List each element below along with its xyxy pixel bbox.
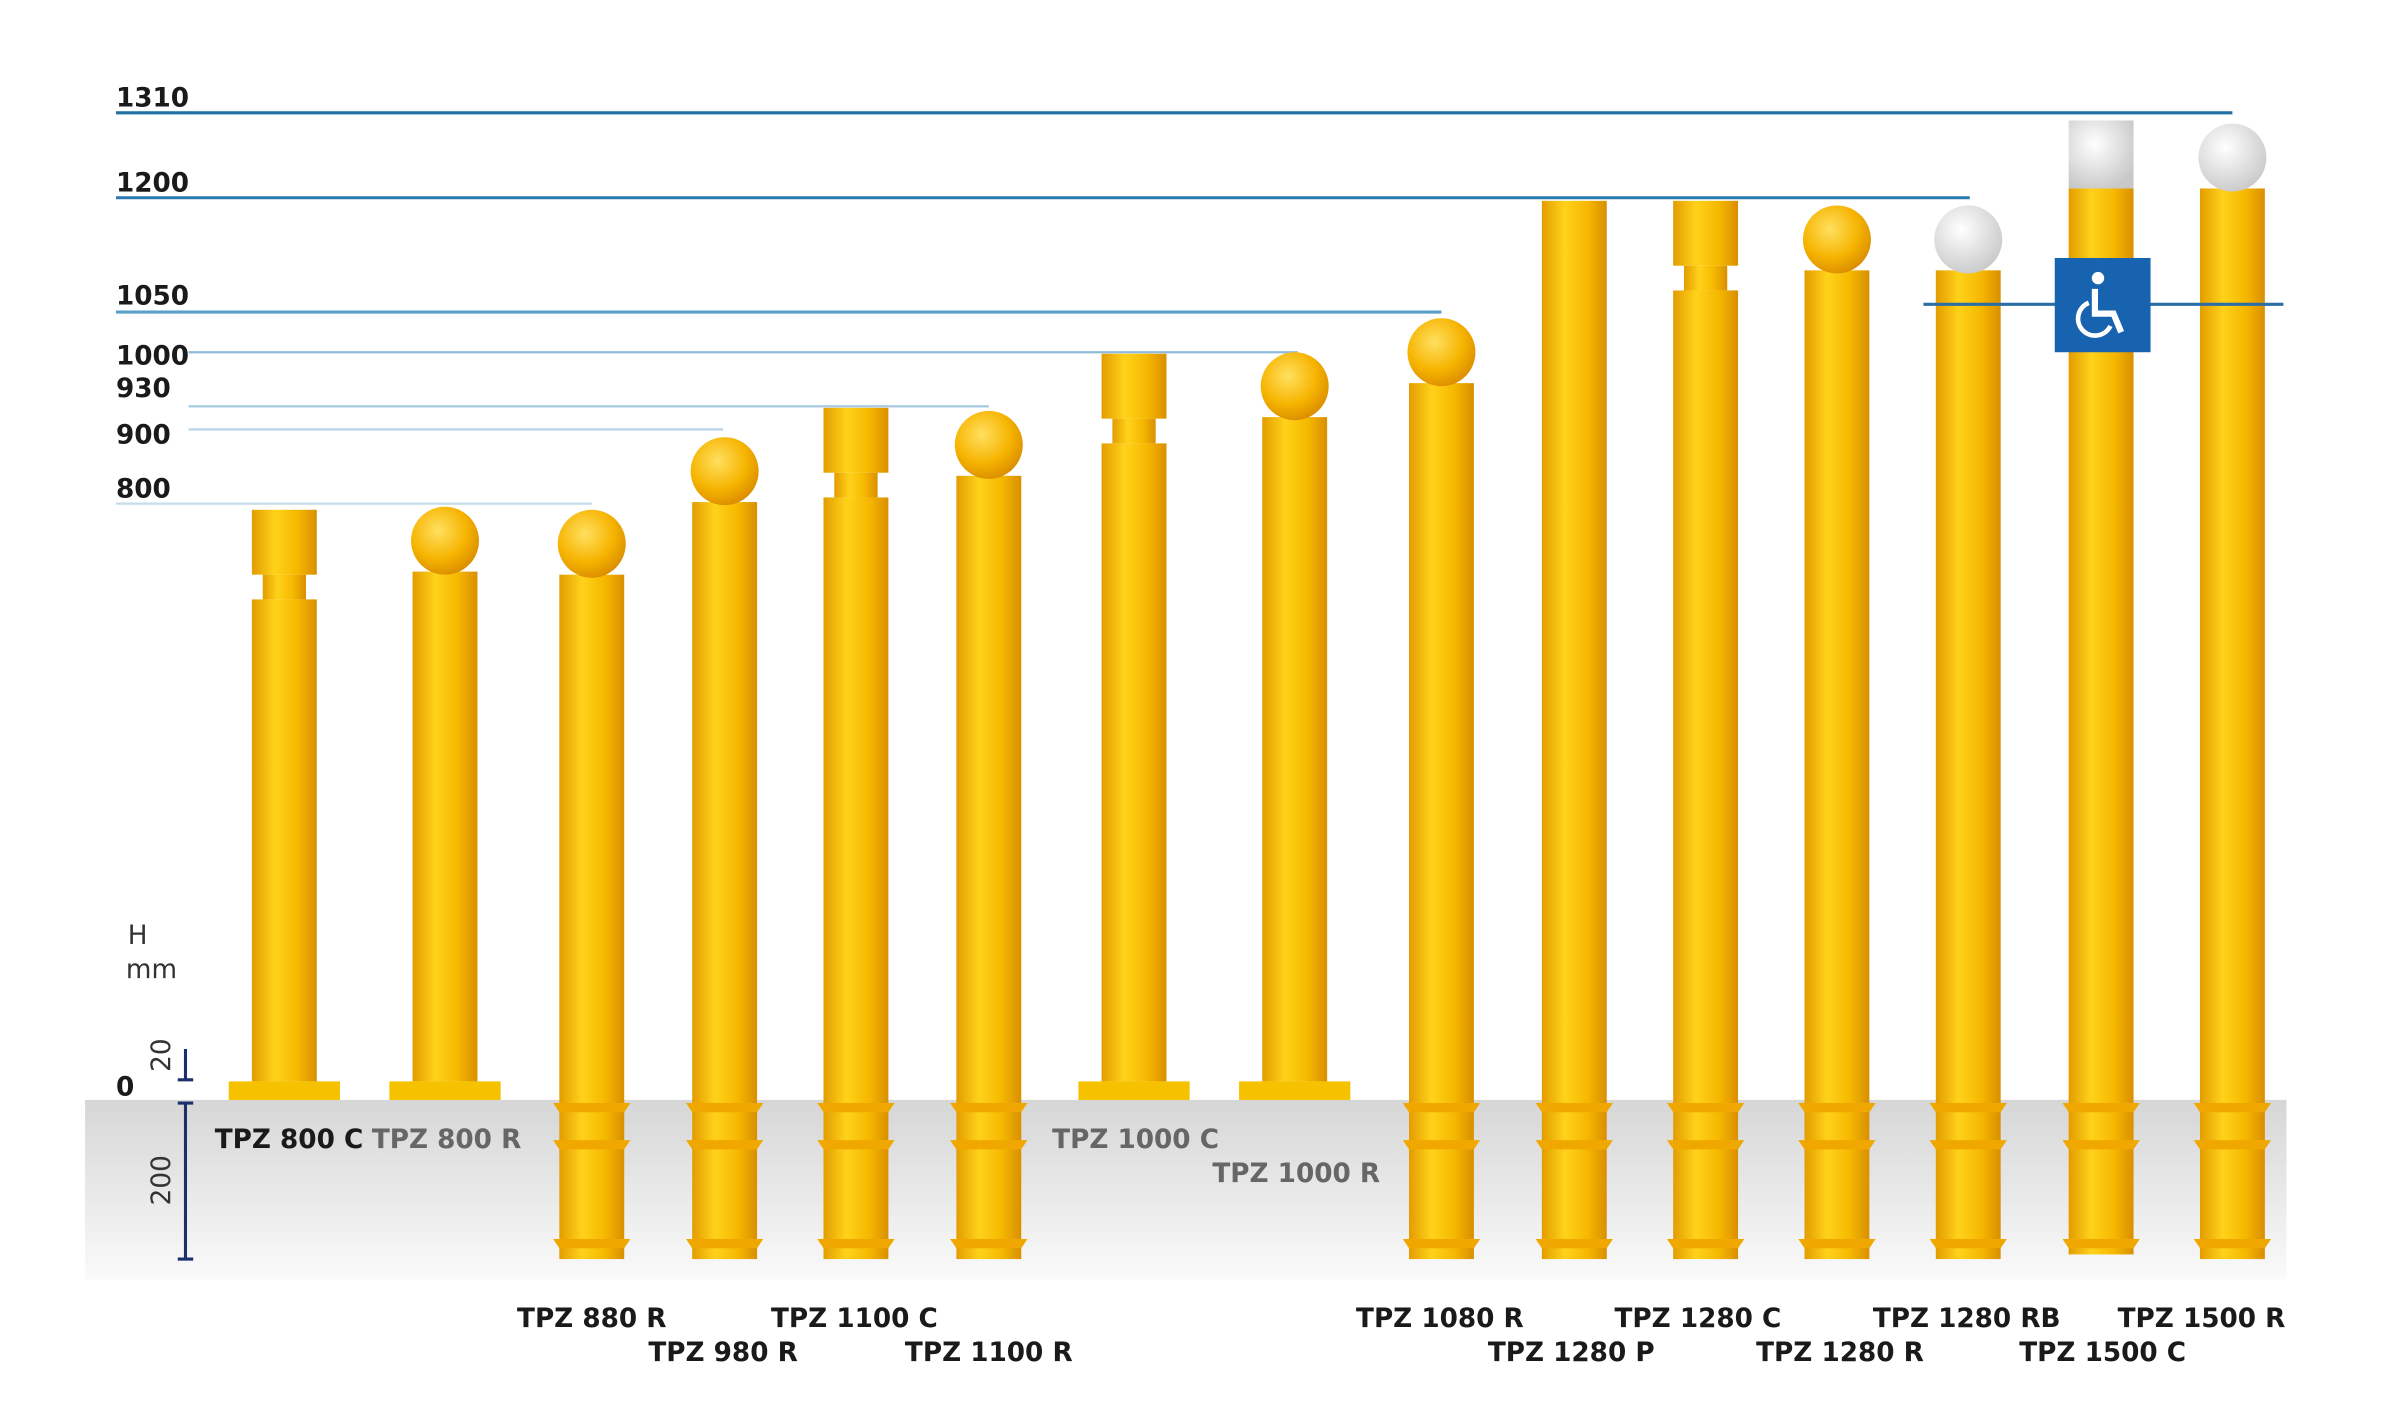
anchor-fin <box>1402 1140 1481 1150</box>
level-label: 1310 <box>116 84 189 114</box>
bollard-ball <box>690 437 759 506</box>
product-label: TPZ 1080 R <box>1356 1304 1524 1334</box>
base-plate <box>1239 1081 1351 1100</box>
bollard-body <box>2068 188 2134 1255</box>
bollard-body <box>1673 200 1739 1260</box>
anchor-fin <box>817 1140 895 1150</box>
anchor-fin <box>817 1238 895 1249</box>
product-label: TPZ 1500 C <box>2019 1338 2186 1368</box>
product-label: TPZ 1000 R <box>1212 1159 1380 1189</box>
level-label: 930 <box>116 374 171 404</box>
bollard-body <box>1262 417 1328 1082</box>
bollard-ball <box>954 410 1023 479</box>
anchor-fin <box>2193 1140 2272 1150</box>
bollard-body <box>412 571 478 1082</box>
bollard-ball <box>1407 318 1476 387</box>
plate-dim: 20 <box>147 1038 177 1071</box>
bollard-cap <box>2068 120 2134 189</box>
bollard-body <box>1409 383 1474 1260</box>
ground <box>85 1099 2287 1280</box>
anchor-fin <box>553 1238 631 1249</box>
bollard-body <box>1101 353 1167 1082</box>
anchor-fin <box>1666 1238 1745 1249</box>
anchor-fin <box>1402 1238 1481 1249</box>
anchor-fin <box>686 1103 764 1113</box>
base-plate <box>389 1081 501 1100</box>
base-plate <box>228 1081 340 1100</box>
bollard-ball <box>411 506 480 575</box>
anchor-fin <box>1535 1238 1613 1249</box>
dim-unit: mm <box>126 955 177 985</box>
level-label: 800 <box>116 474 171 504</box>
anchor-fin <box>553 1140 631 1150</box>
base-plate <box>1078 1081 1190 1100</box>
bollard-notch-core <box>262 574 306 600</box>
wheelchair-icon <box>2054 257 2151 353</box>
product-label: TPZ 1000 C <box>1052 1125 1219 1155</box>
bollard-notch-core <box>1112 418 1156 444</box>
level-label: 1050 <box>116 281 189 311</box>
bollard-body <box>1804 270 1870 1260</box>
product-label: TPZ 1500 R <box>2118 1304 2286 1334</box>
anchor-fin <box>1929 1140 2007 1150</box>
product-label: TPZ 1280 R <box>1756 1338 1924 1368</box>
anchor-fin <box>1666 1103 1745 1113</box>
level-label: 1000 <box>116 342 189 372</box>
bollard-ball <box>1260 352 1329 421</box>
product-label: TPZ 1280 C <box>1615 1304 1782 1334</box>
depth-dim: 200 <box>147 1155 177 1205</box>
bollard-body <box>559 574 625 1260</box>
bollard-body <box>692 502 758 1260</box>
bollard-body <box>823 407 889 1260</box>
anchor-fin <box>1929 1103 2007 1113</box>
anchor-fin <box>1402 1103 1481 1113</box>
anchor-fin <box>1666 1140 1745 1150</box>
anchor-fin <box>1798 1103 1876 1113</box>
product-label: TPZ 1280 P <box>1488 1338 1655 1368</box>
anchor-fin <box>2193 1103 2272 1113</box>
product-label: TPZ 880 R <box>517 1304 666 1334</box>
level-label: 0 <box>116 1072 134 1102</box>
anchor-fin <box>686 1238 764 1249</box>
bollard-notch-core <box>834 472 878 498</box>
bollard-notch-core <box>1683 265 1728 291</box>
product-label: TPZ 1100 C <box>771 1304 938 1334</box>
anchor-fin <box>2062 1238 2140 1249</box>
bollard-body <box>1541 200 1607 1260</box>
dim-markers <box>177 1048 194 1261</box>
anchor-fin <box>950 1103 1028 1113</box>
anchor-fin <box>950 1140 1028 1150</box>
bollard-ball <box>557 509 626 578</box>
bollard-ball <box>1802 205 1871 274</box>
bollard-body <box>956 475 1022 1260</box>
product-label: TPZ 800 C <box>215 1125 364 1155</box>
anchor-fin <box>553 1103 631 1113</box>
anchor-fin <box>1535 1103 1613 1113</box>
bollard-ball <box>1934 205 2003 274</box>
anchor-fin <box>686 1140 764 1150</box>
anchor-fin <box>2062 1103 2140 1113</box>
bollard-body <box>1935 270 2001 1260</box>
anchor-fin <box>817 1103 895 1113</box>
anchor-fin <box>1535 1140 1613 1150</box>
anchor-fin <box>2062 1140 2140 1150</box>
anchor-fin <box>2193 1238 2272 1249</box>
level-label: 900 <box>116 420 171 450</box>
level-label: 1200 <box>116 169 189 199</box>
bollard-body <box>251 509 317 1082</box>
anchor-fin <box>950 1238 1028 1249</box>
anchor-fin <box>1798 1140 1876 1150</box>
product-label: TPZ 980 R <box>648 1338 797 1368</box>
bollard-ball <box>2198 123 2267 192</box>
anchor-fin <box>1798 1238 1876 1249</box>
dim-symbol: H <box>128 921 148 951</box>
product-label: TPZ 1100 R <box>905 1338 1073 1368</box>
product-label: TPZ 1280 RB <box>1873 1304 2061 1334</box>
anchor-fin <box>1929 1238 2007 1249</box>
product-label: TPZ 800 R <box>372 1125 521 1155</box>
bollard-body <box>2199 188 2265 1260</box>
